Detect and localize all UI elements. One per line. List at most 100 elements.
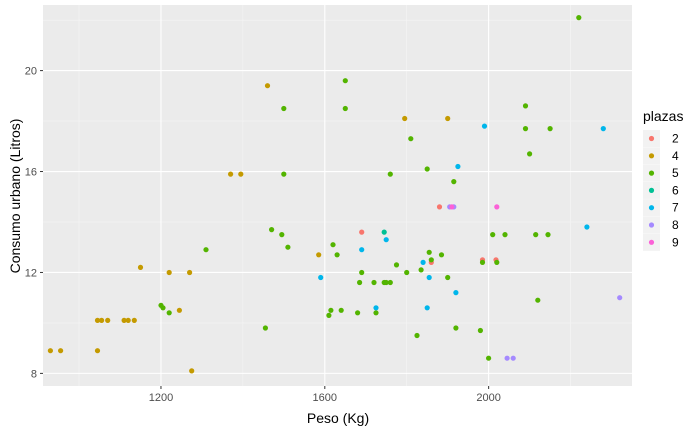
legend-label: 4 bbox=[672, 149, 679, 163]
data-point-plazas-4 bbox=[189, 368, 195, 374]
data-point-plazas-7 bbox=[584, 224, 590, 230]
legend-label: 6 bbox=[672, 183, 679, 197]
legend-key-9 bbox=[648, 239, 655, 245]
minor-gridlines bbox=[43, 5, 632, 386]
data-points bbox=[47, 15, 623, 374]
data-point-plazas-5 bbox=[477, 327, 483, 334]
data-point-plazas-5 bbox=[545, 232, 551, 238]
data-point-plazas-7 bbox=[426, 274, 432, 281]
x-axis-title: Peso (Kg) bbox=[307, 410, 369, 426]
data-point-plazas-5 bbox=[160, 305, 166, 311]
data-point-plazas-5 bbox=[494, 259, 500, 265]
data-point-plazas-5 bbox=[326, 312, 332, 318]
data-point-plazas-4 bbox=[47, 348, 54, 354]
data-point-plazas-5 bbox=[371, 279, 377, 286]
data-point-plazas-5 bbox=[393, 262, 400, 268]
data-point-plazas-5 bbox=[359, 269, 365, 276]
data-point-plazas-5 bbox=[479, 259, 486, 265]
data-point-plazas-5 bbox=[203, 247, 209, 253]
data-point-plazas-5 bbox=[328, 307, 334, 313]
data-point-plazas-5 bbox=[387, 279, 393, 286]
data-point-plazas-5 bbox=[547, 126, 553, 132]
data-point-plazas-5 bbox=[522, 126, 529, 132]
data-point-plazas-5 bbox=[535, 297, 541, 303]
data-point-plazas-5 bbox=[285, 244, 291, 250]
x-axis-tick-labels: 1200 1600 2000 bbox=[149, 392, 501, 404]
data-point-plazas-5 bbox=[342, 105, 348, 112]
data-point-plazas-9 bbox=[449, 204, 455, 210]
data-point-plazas-7 bbox=[600, 126, 606, 132]
data-point-plazas-5 bbox=[262, 325, 268, 331]
data-point-plazas-5 bbox=[387, 171, 393, 177]
data-point-plazas-4 bbox=[58, 348, 64, 354]
data-point-plazas-7 bbox=[424, 305, 430, 311]
legend-label: 7 bbox=[672, 201, 679, 215]
y-tick-label: 8 bbox=[31, 368, 37, 380]
legend-label: 2 bbox=[672, 132, 679, 146]
legend-label: 9 bbox=[672, 235, 679, 249]
data-point-plazas-6 bbox=[381, 229, 387, 235]
data-point-plazas-5 bbox=[338, 307, 344, 313]
data-point-plazas-5 bbox=[418, 267, 424, 273]
legend-title: plazas bbox=[643, 108, 683, 124]
data-point-plazas-5 bbox=[281, 105, 287, 112]
y-tick-label: 12 bbox=[25, 267, 37, 279]
x-tick-label: 1600 bbox=[313, 392, 337, 404]
legend-key-5 bbox=[648, 170, 655, 176]
data-point-plazas-5 bbox=[330, 242, 336, 248]
data-point-plazas-5 bbox=[445, 274, 451, 281]
data-point-plazas-7 bbox=[383, 237, 389, 243]
data-point-plazas-7 bbox=[359, 247, 365, 253]
data-point-plazas-5 bbox=[424, 166, 430, 172]
data-point-plazas-5 bbox=[279, 232, 285, 238]
data-point-plazas-5 bbox=[438, 252, 445, 258]
data-point-plazas-7 bbox=[318, 274, 324, 281]
data-point-plazas-5 bbox=[486, 355, 492, 361]
y-axis-title: Consumo urbano (Litros) bbox=[7, 119, 23, 274]
data-point-plazas-4 bbox=[94, 348, 101, 354]
x-tick-label: 2000 bbox=[476, 392, 500, 404]
data-point-plazas-5 bbox=[502, 232, 508, 238]
data-point-plazas-4 bbox=[176, 307, 182, 313]
legend-label: 8 bbox=[672, 218, 679, 232]
legend-key-4 bbox=[648, 153, 655, 159]
legend-label: 5 bbox=[672, 166, 679, 180]
data-point-plazas-4 bbox=[125, 317, 131, 323]
data-point-plazas-4 bbox=[187, 269, 193, 276]
data-point-plazas-7 bbox=[453, 290, 459, 296]
data-point-plazas-4 bbox=[316, 252, 322, 258]
data-point-plazas-4 bbox=[105, 317, 111, 323]
y-axis-tick-labels: 8 12 16 20 bbox=[25, 66, 37, 381]
data-point-plazas-5 bbox=[490, 232, 496, 238]
legend-key-7 bbox=[648, 205, 655, 211]
data-point-plazas-7 bbox=[481, 123, 488, 129]
data-point-plazas-4 bbox=[264, 83, 271, 89]
major-gridlines bbox=[43, 5, 632, 386]
data-point-plazas-5 bbox=[404, 269, 410, 276]
legend-key-2 bbox=[648, 135, 655, 142]
data-point-plazas-4 bbox=[94, 317, 101, 323]
panel-background bbox=[43, 5, 632, 386]
data-point-plazas-4 bbox=[121, 317, 127, 323]
data-point-plazas-5 bbox=[342, 78, 348, 84]
data-point-plazas-5 bbox=[357, 279, 363, 286]
data-point-plazas-8 bbox=[617, 295, 623, 301]
data-point-plazas-5 bbox=[281, 171, 287, 177]
data-point-plazas-4 bbox=[402, 115, 408, 122]
data-point-plazas-4 bbox=[445, 115, 451, 122]
data-point-plazas-4 bbox=[131, 317, 137, 323]
data-point-plazas-5 bbox=[428, 257, 434, 263]
data-point-plazas-5 bbox=[334, 252, 340, 258]
data-point-plazas-5 bbox=[166, 310, 172, 316]
data-point-plazas-5 bbox=[527, 151, 533, 157]
y-tick-label: 20 bbox=[25, 66, 37, 78]
y-tick-label: 16 bbox=[25, 167, 37, 179]
data-point-plazas-5 bbox=[373, 310, 379, 316]
legend: plazas 2 4 5 6 7 8 9 bbox=[643, 108, 683, 251]
data-point-plazas-5 bbox=[453, 325, 459, 331]
legend-key-6 bbox=[648, 187, 655, 193]
data-point-plazas-2 bbox=[436, 204, 443, 210]
legend-entries: 2 4 5 6 7 8 9 bbox=[643, 130, 679, 251]
data-point-plazas-5 bbox=[383, 279, 389, 286]
